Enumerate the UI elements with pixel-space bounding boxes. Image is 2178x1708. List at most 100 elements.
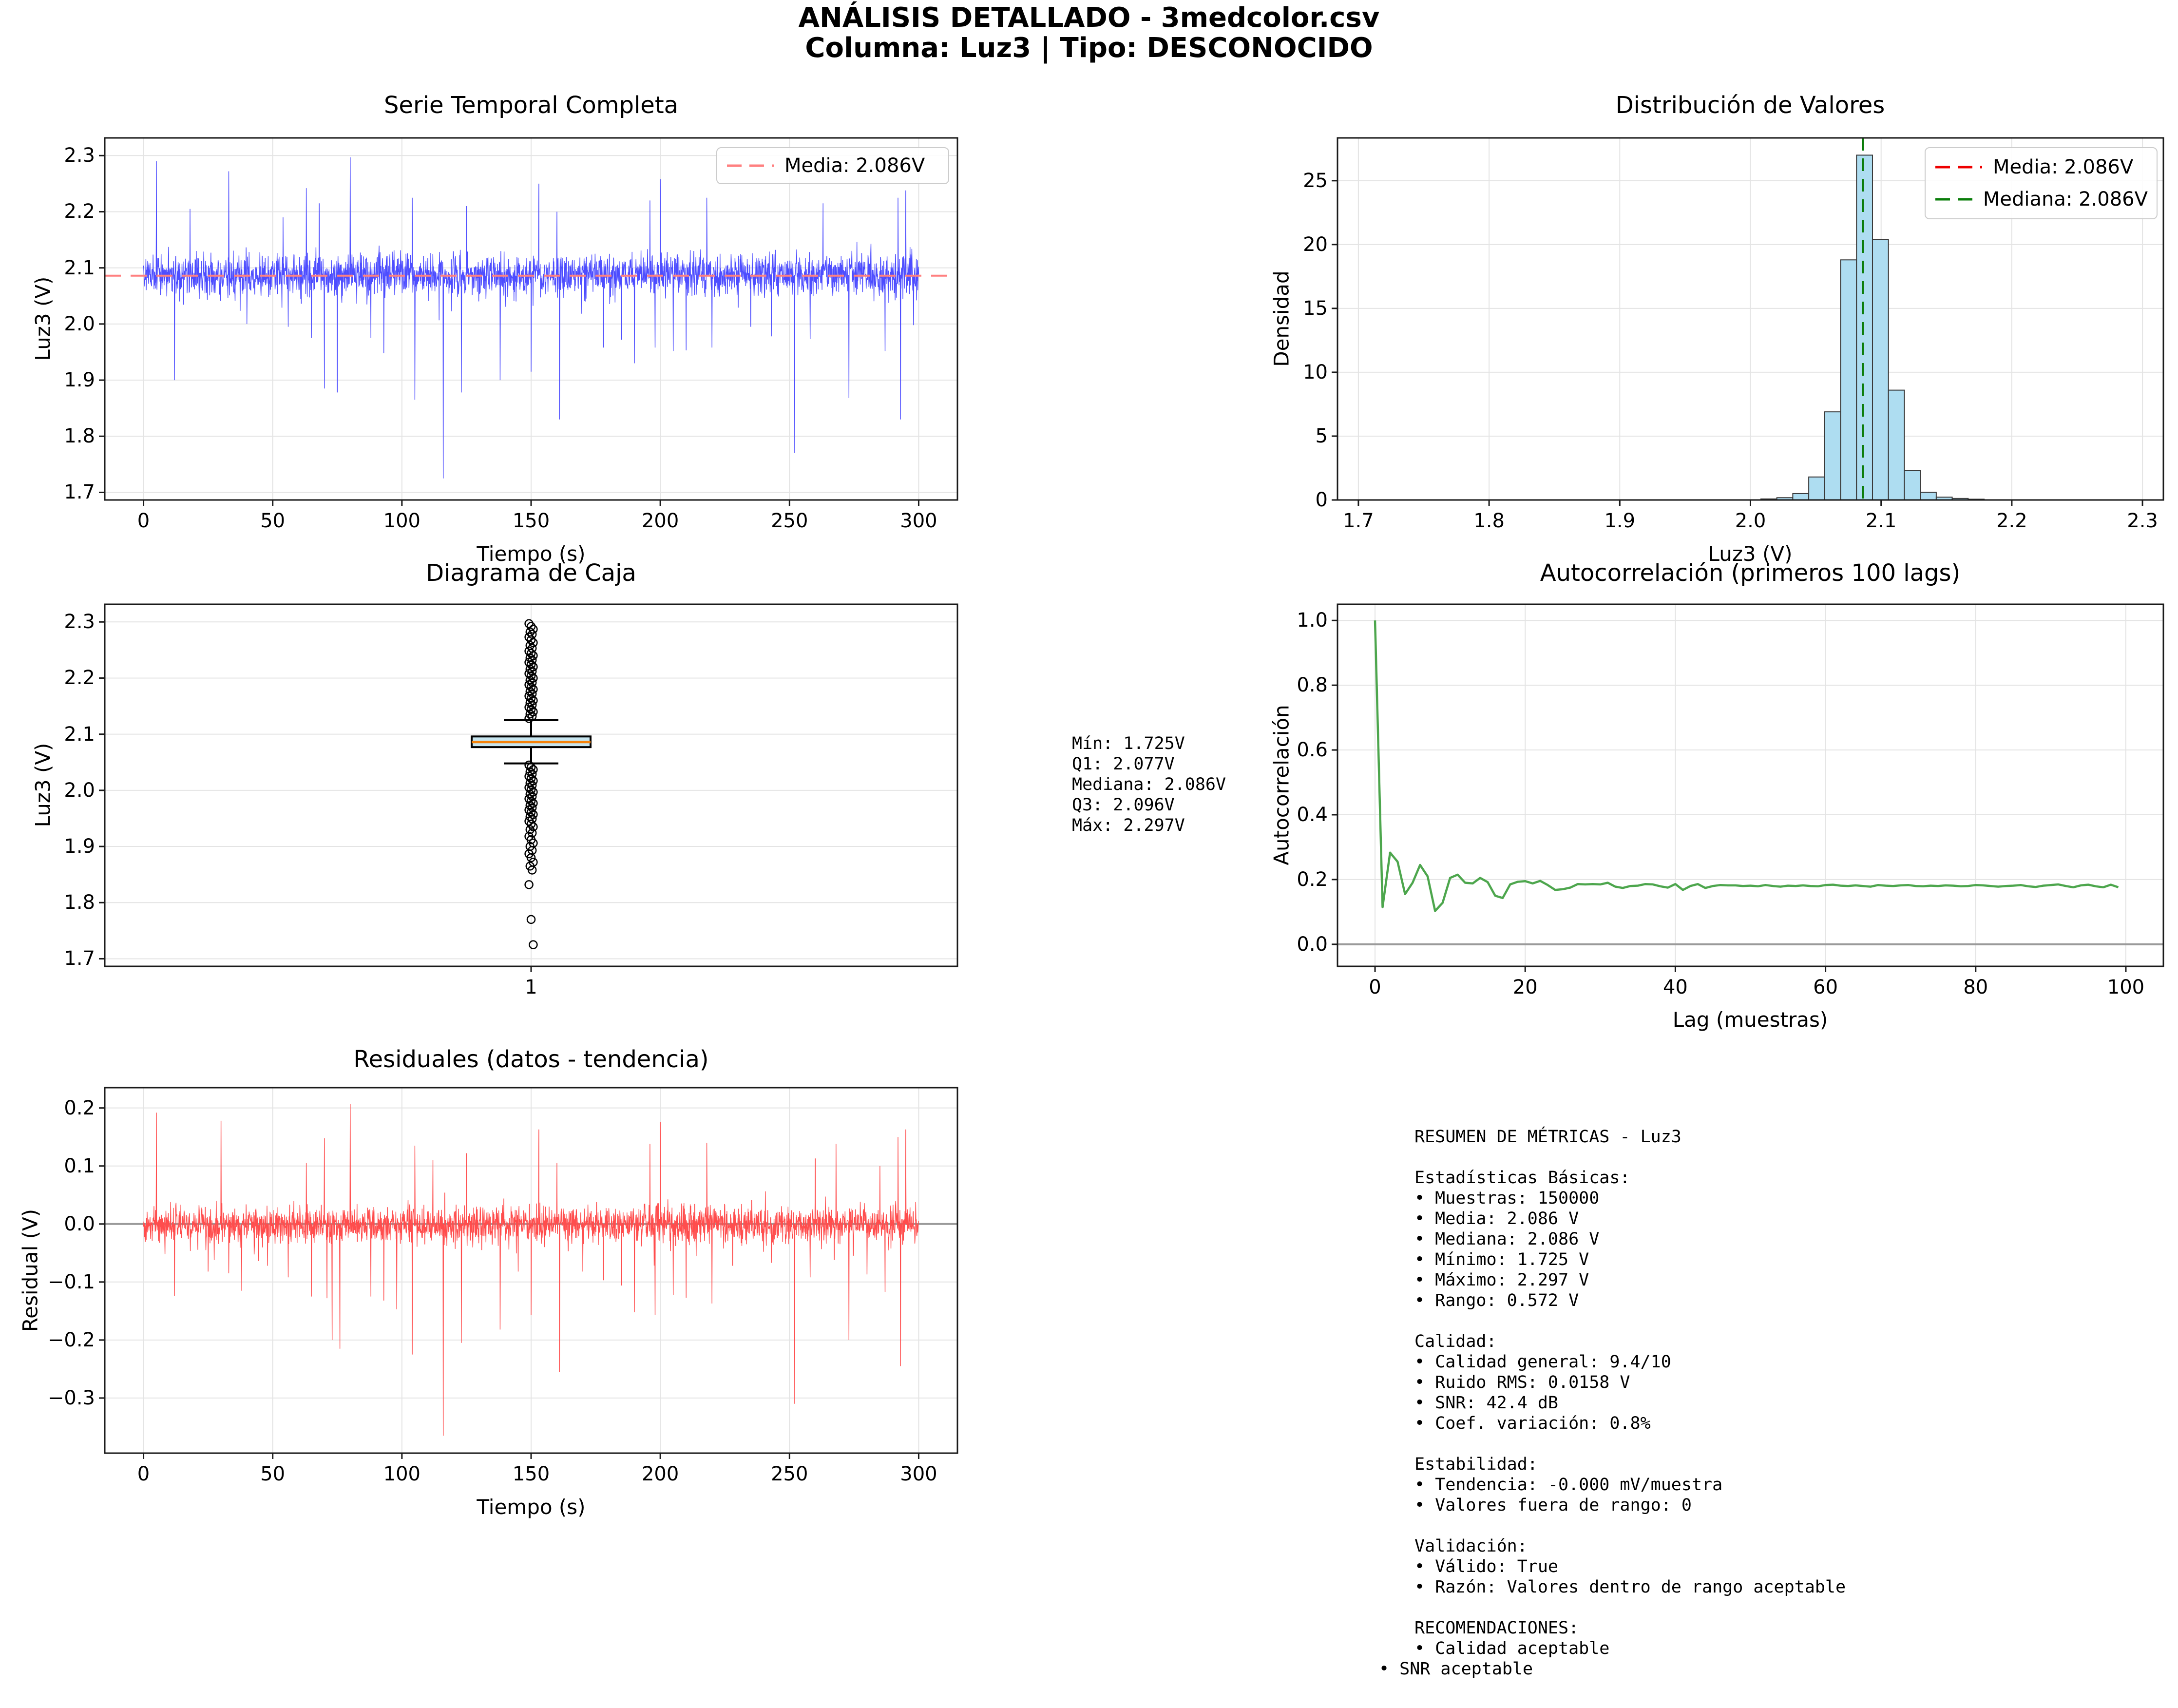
metrics-line	[1414, 1311, 1846, 1331]
outlier-point	[526, 785, 536, 794]
outlier-point	[529, 940, 538, 949]
outlier-point	[525, 778, 535, 788]
x-axis-label-autocorrelacion: Lag (muestras)	[1672, 1008, 1828, 1032]
stats-line: Mín: 1.725V	[1072, 734, 1185, 753]
legend-distribucion: Media: 2.086V Mediana: 2.086V	[1925, 147, 2158, 219]
outlier-point	[526, 915, 536, 924]
outlier-point	[525, 698, 535, 708]
legend-entry: Media: 2.086V	[727, 151, 939, 180]
metrics-summary-text: RESUMEN DE MÉTRICAS - Luz3 Estadísticas …	[1379, 1127, 1846, 1679]
axes-border	[104, 603, 958, 967]
y-axis-label-serie: Luz3 (V)	[31, 276, 55, 361]
chart-title-diagrama-caja: Diagrama de Caja	[426, 559, 636, 587]
metrics-line: • Coef. variación: 0.8%	[1414, 1414, 1651, 1433]
outlier-point	[526, 649, 536, 658]
histogram-bar	[1840, 259, 1857, 500]
boxplot-stats-text: Mín: 1.725V Q1: 2.077V Mediana: 2.086V Q3: …	[1072, 733, 1226, 836]
metrics-line: • Calidad aceptable	[1414, 1639, 1610, 1658]
outlier-point	[525, 801, 535, 810]
legend-entry: Mediana: 2.086V	[1935, 183, 2148, 215]
legend-dash-sample	[1935, 166, 1982, 169]
outlier-point	[525, 653, 535, 663]
metrics-line: Validación:	[1414, 1536, 1528, 1556]
figure-title: ANÁLISIS DETALLADO - 3medcolor.csv Colum…	[799, 3, 1380, 63]
outlier-point	[525, 709, 535, 719]
outlier-point	[526, 682, 536, 692]
metrics-line	[1414, 1597, 1846, 1618]
y-axis-label-caja: Luz3 (V)	[31, 743, 55, 827]
chart-title-autocorrelacion: Autocorrelación (primeros 100 lags)	[1540, 559, 1961, 587]
outlier-point	[525, 664, 535, 674]
autocorrelation-line	[1374, 620, 2119, 912]
figure-title-line2: Columna: Luz3 | Tipo: DESCONOCIDO	[805, 32, 1373, 64]
chart-title-serie-temporal: Serie Temporal Completa	[383, 92, 679, 119]
chart-title-distribucion: Distribución de Valores	[1615, 92, 1885, 119]
histogram-bar	[1808, 476, 1825, 500]
stats-line: Q3: 2.096V	[1072, 795, 1175, 815]
stats-line: Mediana: 2.086V	[1072, 775, 1226, 794]
serie-temporal-line	[143, 157, 919, 479]
outlier-point	[526, 807, 536, 817]
histogram-bar	[1824, 411, 1841, 500]
metrics-line: • SNR: 42.4 dB	[1414, 1393, 1559, 1413]
metrics-line: • Mediana: 2.086 V	[1414, 1229, 1600, 1249]
metrics-line: • Muestras: 150000	[1414, 1189, 1600, 1208]
outlier-point	[526, 763, 536, 772]
figure-title-line1: ANÁLISIS DETALLADO - 3medcolor.csv	[798, 2, 1380, 34]
metrics-line: • Rango: 0.572 V	[1414, 1291, 1579, 1310]
metrics-line: RECOMENDACIONES:	[1414, 1618, 1579, 1638]
stats-line: Máx: 2.297V	[1072, 816, 1185, 835]
outlier-point	[526, 853, 536, 863]
metrics-line: • Máximo: 2.297 V	[1414, 1270, 1589, 1290]
axes-border	[104, 137, 958, 501]
outlier-point	[525, 767, 535, 777]
legend-label: Media: 2.086V	[1993, 156, 2134, 178]
metrics-line	[1414, 1434, 1846, 1454]
legend-entry: Media: 2.086V	[1935, 151, 2148, 183]
axes-border	[104, 1087, 958, 1454]
outlier-point	[526, 774, 536, 783]
metrics-line: RESUMEN DE MÉTRICAS - Luz3	[1414, 1127, 1681, 1147]
y-axis-label-distribucion: Densidad	[1269, 270, 1294, 367]
metrics-line: • Mínimo: 1.725 V	[1414, 1250, 1589, 1269]
metrics-line: • SNR aceptable	[1379, 1659, 1533, 1679]
x-axis-label-serie: Tiempo (s)	[477, 542, 586, 566]
x-axis-label-residuales: Tiempo (s)	[477, 1495, 586, 1519]
axes-border	[1337, 603, 2164, 967]
axes-border	[1337, 137, 2164, 501]
x-axis-label-distribucion: Luz3 (V)	[1708, 542, 1793, 566]
outlier-point	[527, 865, 537, 875]
metrics-line: • Tendencia: -0.000 mV/muestra	[1414, 1475, 1723, 1495]
outlier-point	[525, 789, 535, 799]
metrics-line: • Válido: True	[1414, 1557, 1559, 1576]
legend-serie-temporal: Media: 2.086V	[716, 147, 949, 184]
histogram-bar	[1904, 470, 1921, 500]
metrics-line: Estabilidad:	[1414, 1455, 1538, 1474]
histogram-bar	[1792, 493, 1810, 500]
outlier-point	[526, 660, 536, 670]
metrics-line: • Valores fuera de rango: 0	[1414, 1496, 1692, 1515]
histogram-bar	[1888, 389, 1905, 500]
metrics-line: • Ruido RMS: 0.0158 V	[1414, 1373, 1630, 1392]
metrics-line: • Calidad general: 9.4/10	[1414, 1352, 1671, 1372]
histogram-bar	[1920, 492, 1937, 501]
outlier-point	[526, 796, 536, 806]
legend-dash-sample	[1935, 198, 1972, 201]
residuals-line	[143, 1104, 919, 1436]
histogram-bar	[1872, 239, 1889, 500]
metrics-line: Estadísticas Básicas:	[1414, 1168, 1630, 1188]
chart-title-residuales: Residuales (datos - tendencia)	[353, 1046, 709, 1073]
metrics-line: • Media: 2.086 V	[1414, 1209, 1579, 1228]
outlier-point	[526, 705, 536, 714]
legend-dash-sample	[727, 164, 774, 167]
metrics-line	[1414, 1516, 1846, 1536]
metrics-line: • Razón: Valores dentro de rango aceptab…	[1414, 1577, 1846, 1597]
y-axis-label-residuales: Residual (V)	[18, 1209, 42, 1332]
outlier-point	[524, 714, 534, 723]
y-axis-label-autocorrelacion: Autocorrelación	[1269, 705, 1294, 865]
metrics-line: Calidad:	[1414, 1332, 1497, 1351]
outlier-point	[524, 880, 534, 889]
metrics-line	[1414, 1147, 1846, 1168]
